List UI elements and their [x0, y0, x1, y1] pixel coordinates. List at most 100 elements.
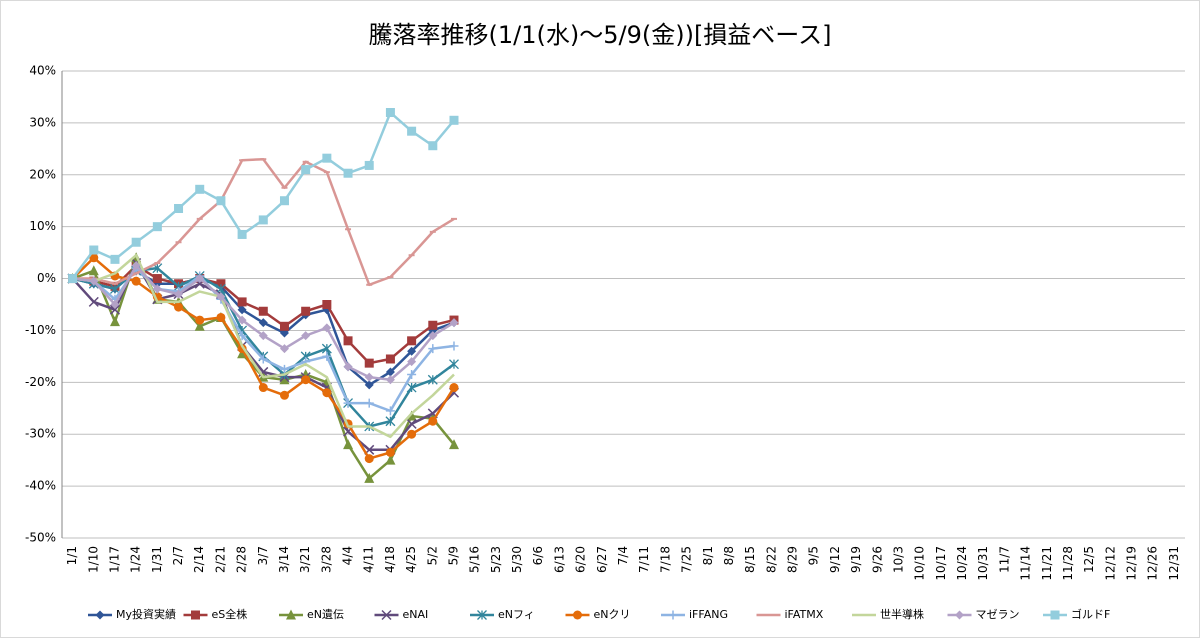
marker: [322, 351, 332, 361]
x-tick-label: 6/13: [552, 546, 566, 573]
marker: [109, 316, 120, 327]
x-tick-label: 4/25: [404, 546, 418, 573]
chart-title: 騰落率推移(1/1(水)～5/9(金))[損益ベース]: [369, 21, 832, 49]
legend-label: ゴルドF: [1071, 607, 1110, 621]
x-tick-label: 3/21: [298, 546, 312, 573]
marker: [258, 331, 268, 341]
marker: [237, 297, 247, 307]
marker: [321, 343, 332, 354]
x-tick-label: 4/4: [341, 546, 355, 565]
marker: [89, 276, 99, 286]
x-tick-label: 6/6: [531, 546, 545, 565]
marker: [364, 398, 374, 408]
marker: [322, 153, 332, 163]
marker: [364, 380, 374, 390]
marker: [428, 416, 438, 426]
x-tick-label: 12/26: [1146, 546, 1160, 581]
x-tick-label: 9/26: [870, 546, 884, 573]
x-tick-label: 4/11: [362, 546, 376, 573]
marker: [428, 320, 438, 330]
marker: [279, 364, 289, 374]
y-tick-label: 10%: [29, 219, 56, 233]
x-tick-label: 1/1: [65, 546, 79, 565]
y-tick-label: -20%: [25, 375, 56, 389]
marker: [110, 300, 120, 309]
x-tick-label: 6/20: [574, 546, 588, 573]
marker: [322, 300, 332, 309]
marker: [152, 284, 162, 294]
marker: [195, 184, 205, 194]
marker: [322, 388, 332, 398]
x-tick-label: 5/2: [425, 546, 439, 565]
x-tick-label: 12/12: [1103, 546, 1117, 581]
x-tick-label: 1/10: [86, 546, 100, 573]
y-tick-label: -10%: [25, 323, 56, 337]
marker: [286, 609, 296, 620]
marker: [1050, 610, 1060, 620]
marker: [385, 416, 396, 427]
marker: [385, 367, 395, 377]
marker: [216, 196, 226, 206]
marker: [258, 354, 268, 364]
y-tick-label: -30%: [25, 427, 56, 441]
legend-label: 世半導株: [880, 607, 924, 621]
x-tick-label: 1/31: [150, 546, 164, 573]
legend-label: マゼラン: [976, 608, 1020, 621]
x-tick-label: 12/5: [1082, 546, 1096, 573]
marker: [364, 454, 374, 464]
marker: [195, 315, 205, 325]
marker: [343, 439, 354, 450]
marker: [955, 610, 964, 620]
marker: [191, 610, 200, 620]
legend-label: My投資実績: [116, 607, 176, 621]
x-tick-label: 1/17: [107, 546, 121, 573]
marker: [215, 283, 226, 294]
x-tick-label: 8/1: [701, 546, 715, 565]
marker: [89, 253, 99, 263]
x-tick-label: 9/12: [828, 546, 842, 573]
marker: [110, 283, 120, 294]
x-tick-label: 5/16: [468, 546, 482, 573]
marker: [216, 279, 226, 289]
x-tick-label: 8/8: [722, 546, 736, 565]
marker: [406, 382, 417, 393]
marker: [449, 383, 459, 393]
marker: [407, 336, 417, 346]
x-tick-label: 2/7: [171, 546, 185, 565]
x-tick-label: 10/10: [913, 546, 927, 581]
marker: [385, 406, 395, 416]
marker: [385, 375, 395, 385]
x-tick-label: 10/24: [955, 546, 969, 581]
marker: [343, 362, 353, 372]
marker: [174, 302, 184, 312]
marker: [385, 108, 395, 118]
x-tick-label: 3/28: [319, 546, 333, 573]
x-tick-label: 10/31: [976, 546, 990, 581]
marker: [449, 115, 459, 125]
y-tick-label: 30%: [29, 115, 56, 129]
legend-label: eNフィ: [498, 608, 535, 621]
marker: [258, 318, 268, 328]
legend-label: eNクリ: [594, 608, 631, 621]
marker: [385, 354, 395, 364]
marker: [668, 610, 678, 620]
y-tick-label: -40%: [25, 479, 56, 493]
x-tick-label: 8/15: [743, 546, 757, 573]
marker: [131, 237, 141, 247]
marker: [110, 254, 120, 264]
x-tick-label: 11/28: [1061, 546, 1075, 581]
x-tick-label: 2/21: [213, 546, 227, 573]
marker: [258, 306, 268, 316]
marker: [258, 215, 268, 225]
marker: [301, 306, 311, 316]
marker: [427, 374, 438, 385]
x-tick-label: 2/28: [235, 546, 249, 573]
marker: [407, 357, 417, 367]
x-tick-label: 5/23: [489, 546, 503, 573]
x-tick-label: 7/18: [658, 546, 672, 573]
marker: [428, 141, 438, 151]
x-tick-label: 7/4: [616, 546, 630, 565]
marker: [174, 204, 184, 214]
marker: [573, 610, 582, 620]
